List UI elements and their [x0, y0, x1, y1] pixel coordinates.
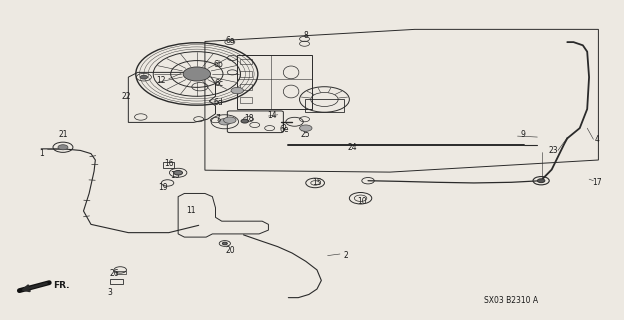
Circle shape: [223, 117, 236, 123]
Text: 2: 2: [344, 251, 349, 260]
Text: 23: 23: [548, 146, 558, 155]
Text: 17: 17: [592, 178, 602, 187]
Text: 9: 9: [520, 130, 525, 139]
Text: 12: 12: [157, 76, 166, 85]
Bar: [305, 99, 344, 112]
Text: 7: 7: [215, 114, 220, 123]
Bar: [240, 97, 251, 103]
Text: 6a: 6a: [225, 36, 235, 45]
Text: 15: 15: [312, 178, 322, 187]
Bar: [240, 71, 251, 77]
Text: 4: 4: [595, 135, 600, 144]
Bar: [110, 279, 124, 284]
Bar: [240, 84, 251, 90]
Text: 6d: 6d: [214, 98, 223, 107]
Text: 18: 18: [244, 114, 253, 123]
Circle shape: [231, 87, 243, 94]
Text: 11: 11: [186, 206, 195, 215]
Circle shape: [222, 242, 227, 245]
Text: 26: 26: [109, 268, 119, 278]
Text: 14: 14: [266, 111, 276, 120]
Text: 16: 16: [164, 159, 173, 168]
Text: 20: 20: [225, 246, 235, 255]
Text: 5: 5: [281, 122, 286, 131]
Text: 6c: 6c: [214, 79, 223, 88]
Circle shape: [58, 145, 68, 150]
Text: 25: 25: [301, 130, 311, 139]
Text: 3: 3: [107, 288, 112, 297]
Circle shape: [173, 171, 182, 175]
Text: 10: 10: [357, 197, 367, 206]
Text: 1: 1: [39, 149, 44, 158]
Bar: [163, 162, 173, 168]
Text: 19: 19: [158, 183, 168, 192]
Text: 22: 22: [122, 92, 131, 101]
Circle shape: [183, 67, 210, 81]
Text: SX03 B2310 A: SX03 B2310 A: [484, 296, 539, 305]
Circle shape: [300, 125, 312, 131]
Text: 13: 13: [170, 172, 180, 180]
Text: FR.: FR.: [54, 281, 70, 290]
Bar: [240, 59, 251, 64]
Circle shape: [241, 119, 248, 123]
Bar: [237, 55, 312, 109]
Text: 6b: 6b: [214, 60, 223, 69]
Circle shape: [537, 179, 545, 183]
Text: 6e: 6e: [279, 125, 289, 134]
Text: 21: 21: [58, 130, 68, 139]
Text: 8: 8: [303, 31, 308, 40]
Bar: [116, 271, 126, 274]
Circle shape: [218, 119, 231, 125]
Circle shape: [140, 75, 148, 79]
Text: 24: 24: [348, 143, 358, 152]
